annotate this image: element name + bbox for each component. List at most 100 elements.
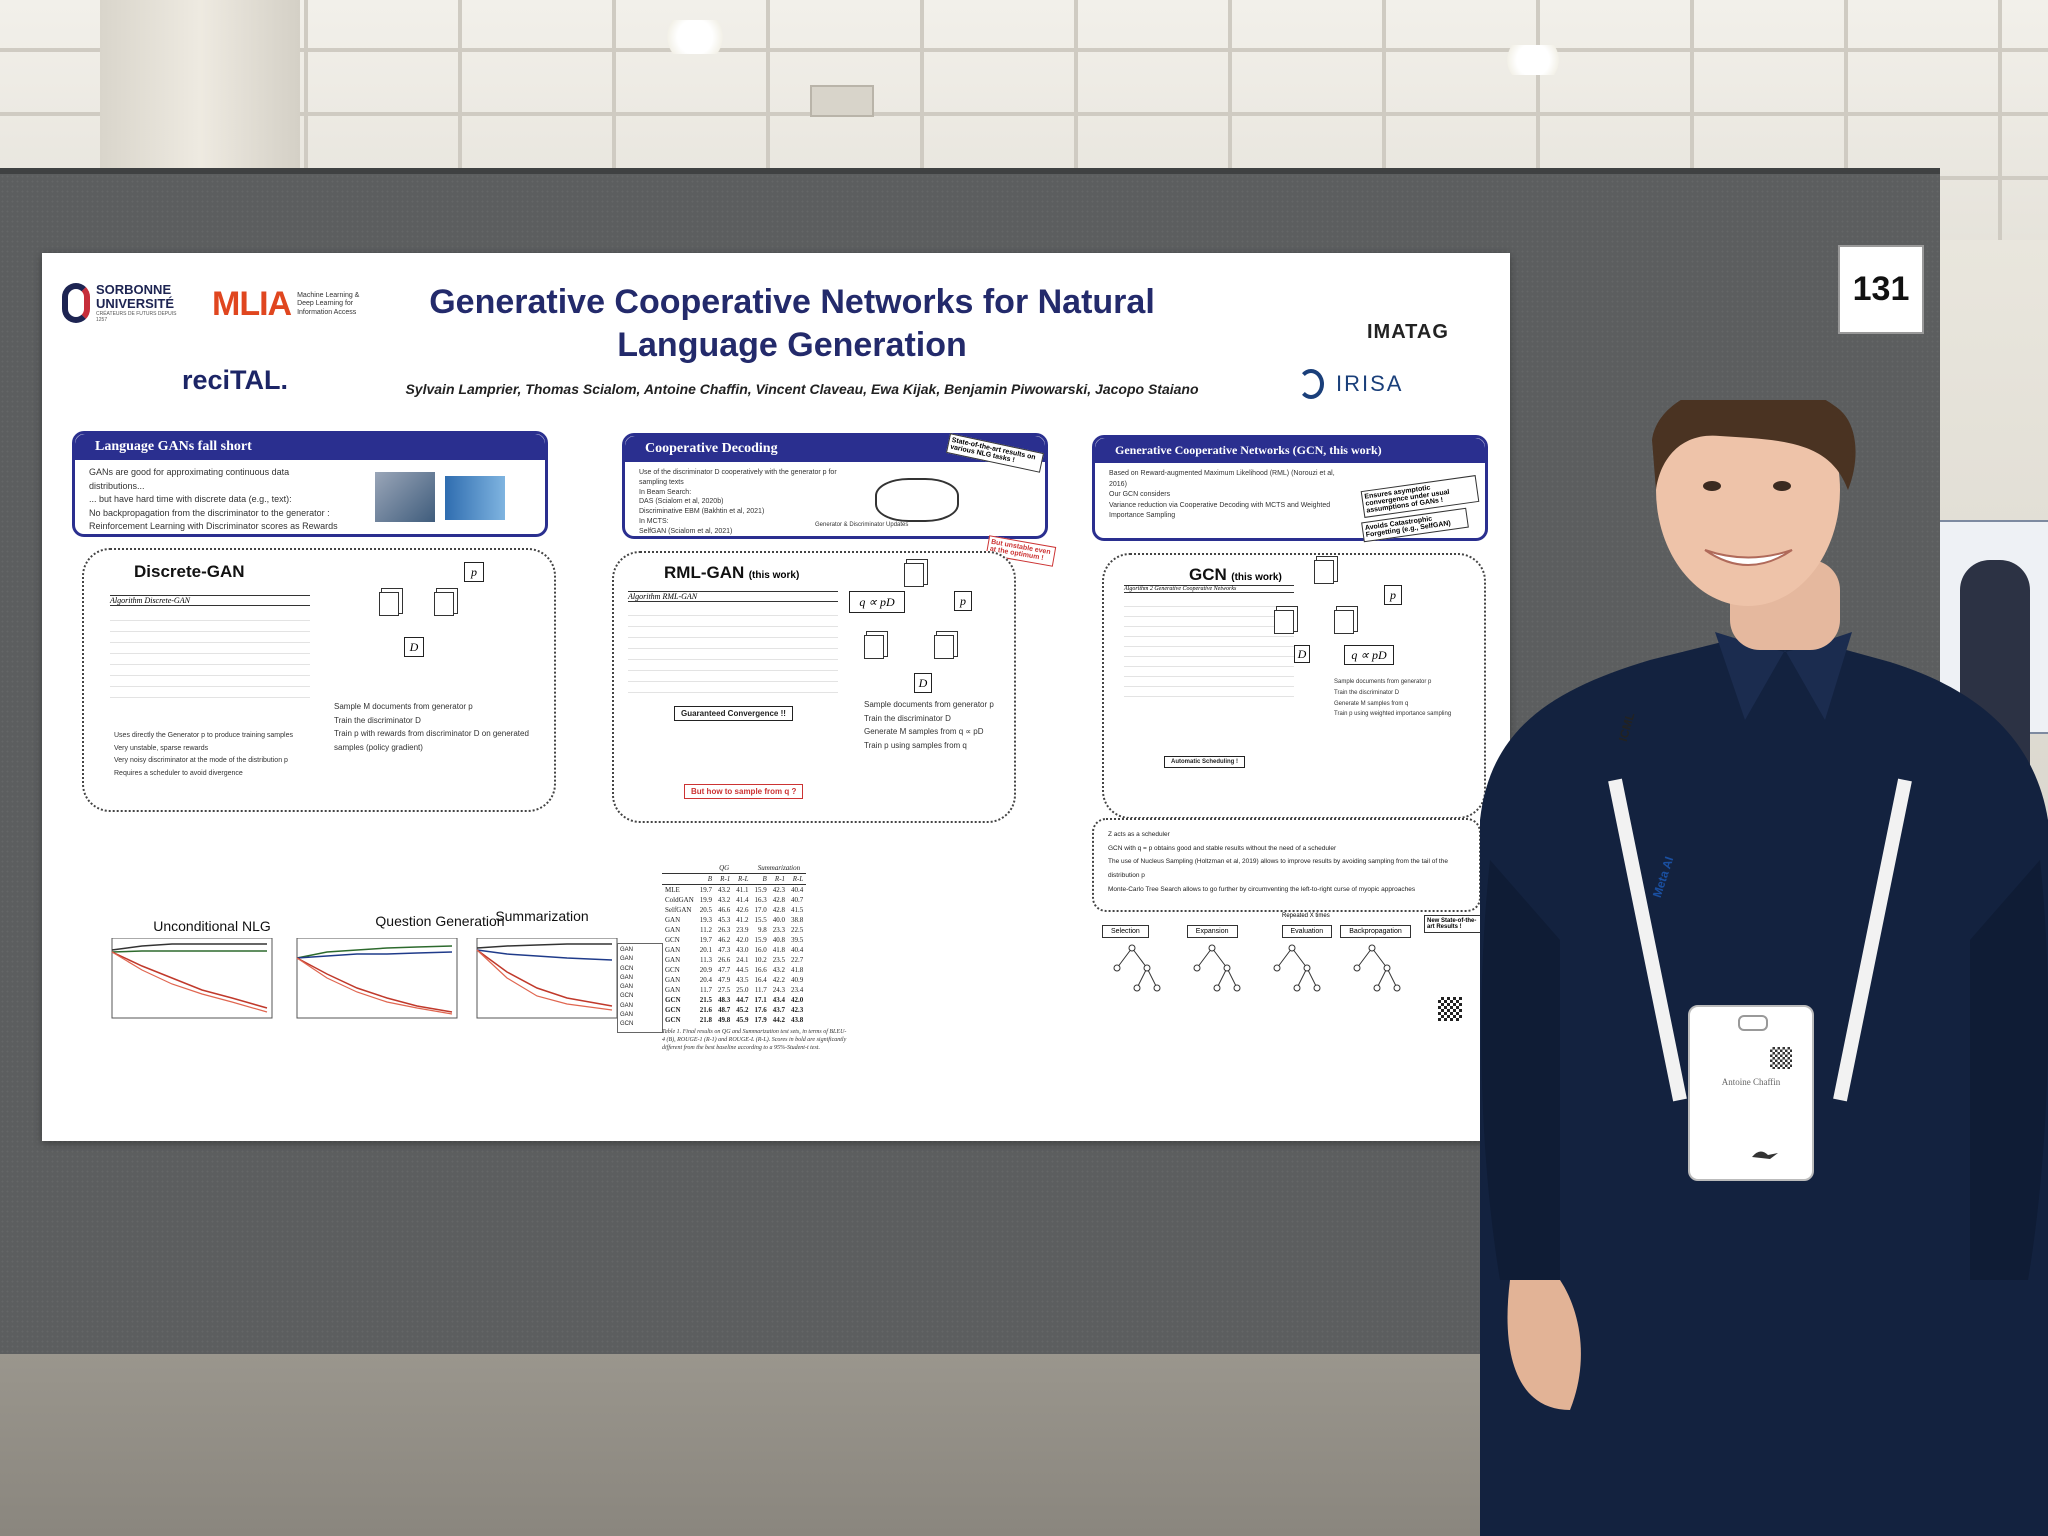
table-cell: 43.7 <box>772 1006 786 1014</box>
table-cell: 23.5 <box>772 956 786 964</box>
conclusions-box: Z acts as a scheduler GCN with q = p obt… <box>1092 818 1481 912</box>
table-cell: 47.7 <box>718 966 731 974</box>
presenter-smile <box>1704 549 1793 566</box>
guarantee-badge: Guaranteed Convergence !! <box>674 703 793 721</box>
training-steps: Sample M documents from generator p Trai… <box>334 702 529 752</box>
presenter-arm <box>1970 860 2048 1280</box>
table-cell: 19.7 <box>699 886 713 894</box>
panel-footer: Generator & Discriminator Updates <box>815 522 909 528</box>
gan-figure <box>445 476 505 520</box>
table-cell: 43.2 <box>718 886 731 894</box>
mcts-step: Backpropagation <box>1340 925 1411 938</box>
table-cell: 43.4 <box>772 996 786 1004</box>
section-title: RML-GAN <box>664 563 745 582</box>
document-icon <box>934 635 954 659</box>
table-cell: SelfGAN <box>665 906 692 914</box>
document-icon <box>379 592 399 616</box>
table-cell: 9.8 <box>758 926 767 934</box>
results-table: QG Summarization B R-1 R-L B R-1 R-L MLE 19.7 43… <box>662 863 807 1025</box>
table-cell: 42.8 <box>772 896 786 904</box>
table-cell: GAN <box>665 916 681 924</box>
table-cell: 43.8 <box>791 1016 804 1024</box>
q-proposal-box: q ∝ pD <box>1344 645 1394 665</box>
table-cell: 43.2 <box>718 896 731 904</box>
sampling-question-badge: But how to sample from q ? <box>684 781 804 799</box>
table-row: GCN 21.5 48.3 44.7 17.1 43.4 42.0 <box>662 995 806 1005</box>
table-cell: GAN <box>665 976 681 984</box>
table-row: GCN 21.6 48.7 45.2 17.6 43.7 42.3 <box>662 1005 806 1015</box>
table-cell: GCN <box>665 996 681 1004</box>
table-cell: 42.3 <box>772 886 786 894</box>
table-cell: 45.3 <box>718 916 731 924</box>
table-cell: 16.3 <box>754 896 767 904</box>
poster-number: 131 <box>1838 245 1924 334</box>
plot-title: Summarization <box>495 908 589 924</box>
table-row: GAN 19.3 45.3 41.2 15.5 40.0 38.8 <box>662 915 806 925</box>
section-gcn: GCN (this work) Algorithm 2 Generative C… <box>1102 553 1486 819</box>
table-cell: 15.9 <box>754 936 767 944</box>
table-cell: 27.5 <box>718 986 731 994</box>
sota-results-note: New State-of-the-art Results ! <box>1424 915 1484 933</box>
table-cell: 22.5 <box>791 926 804 934</box>
presenter-eye <box>1773 481 1791 491</box>
discrete-gan-diagram: D p <box>379 562 529 657</box>
table-row: GCN 21.8 49.8 45.9 17.9 44.2 43.8 <box>662 1015 806 1025</box>
mlia-name: MLIA <box>212 285 292 323</box>
irisa-logo: IRISA <box>1298 369 1403 399</box>
plot-summarization <box>476 938 618 1019</box>
table-cell: 20.9 <box>699 966 713 974</box>
table-row: GAN 20.1 47.3 43.0 16.0 41.8 40.4 <box>662 945 806 955</box>
conclusions-text: Z acts as a scheduler GCN with q = p obt… <box>1108 831 1448 893</box>
table-cell: GAN <box>665 986 681 994</box>
table-cell: GCN <box>665 1016 681 1024</box>
ceiling-vent <box>810 85 874 117</box>
gan-figure <box>375 472 435 522</box>
q-proposal-box: q ∝ pD <box>849 591 905 613</box>
table-row: GAN 20.4 47.9 43.5 16.4 42.2 40.9 <box>662 975 806 985</box>
table-cell: 46.2 <box>718 936 731 944</box>
algorithm-lines <box>1124 597 1294 697</box>
table-cell: 42.2 <box>772 976 786 984</box>
panel-body: Use of the discriminator D cooperatively… <box>639 469 837 535</box>
table-cell: 38.8 <box>791 916 804 924</box>
table-cell: 41.8 <box>772 946 786 954</box>
table-cell: MLE <box>665 886 680 894</box>
mcts-trees <box>1113 944 1401 992</box>
table-header-cell: R-L <box>733 873 752 885</box>
table-cell: 41.8 <box>791 966 804 974</box>
table-cell: 15.5 <box>754 916 767 924</box>
plot-legend: GAN GAN GCN GAN GAN GCN GAN GAN GCN <box>617 943 663 1033</box>
panel-language-gans: Language GANs fall short GANs are good f… <box>72 431 548 537</box>
badge-clip-icon <box>1738 1015 1768 1031</box>
name-badge: Antoine Chaffin <box>1688 1005 1814 1181</box>
sorbonne-name: SORBONNE UNIVERSITÉ <box>96 282 175 311</box>
table-cell: 16.0 <box>754 946 767 954</box>
table-header-cell <box>662 873 697 885</box>
table-cell: 16.6 <box>754 966 767 974</box>
table-header-cell: R-1 <box>769 873 789 885</box>
discriminator-box: D <box>1294 645 1310 663</box>
bird-logo-icon <box>1750 1147 1780 1159</box>
mcts-steps: Selection Expansion Evaluation Backpropa… <box>1102 925 1411 938</box>
table-cell: 26.3 <box>718 926 731 934</box>
discriminator-box: D <box>914 673 932 693</box>
table-cell: 11.3 <box>700 956 713 964</box>
recital-logo: reciTAL. <box>182 365 289 395</box>
table-cell: 49.8 <box>718 1016 731 1024</box>
table-cell: 17.0 <box>754 906 767 914</box>
table-cell: 44.5 <box>736 966 749 974</box>
panel-header: Language GANs fall short <box>75 434 545 460</box>
algorithm-label: Algorithm Discrete-GAN <box>110 595 310 606</box>
table-cell: 21.5 <box>699 996 713 1004</box>
pillar <box>100 0 300 200</box>
table-cell: 48.3 <box>718 996 731 1004</box>
table-cell: 47.3 <box>718 946 731 954</box>
table-cell: 46.6 <box>718 906 731 914</box>
table-cell: 21.6 <box>699 1006 713 1014</box>
table-cell: 16.4 <box>754 976 767 984</box>
table-row: ColdGAN 19.9 43.2 41.4 16.3 42.8 40.7 <box>662 895 806 905</box>
panel-gcn: Generative Cooperative Networks (GCN, th… <box>1092 435 1488 541</box>
mlia-logo: MLIA Machine Learning & Deep Learning fo… <box>212 285 377 324</box>
table-cell: 44.2 <box>772 1016 786 1024</box>
table-cell: ColdGAN <box>665 896 694 904</box>
